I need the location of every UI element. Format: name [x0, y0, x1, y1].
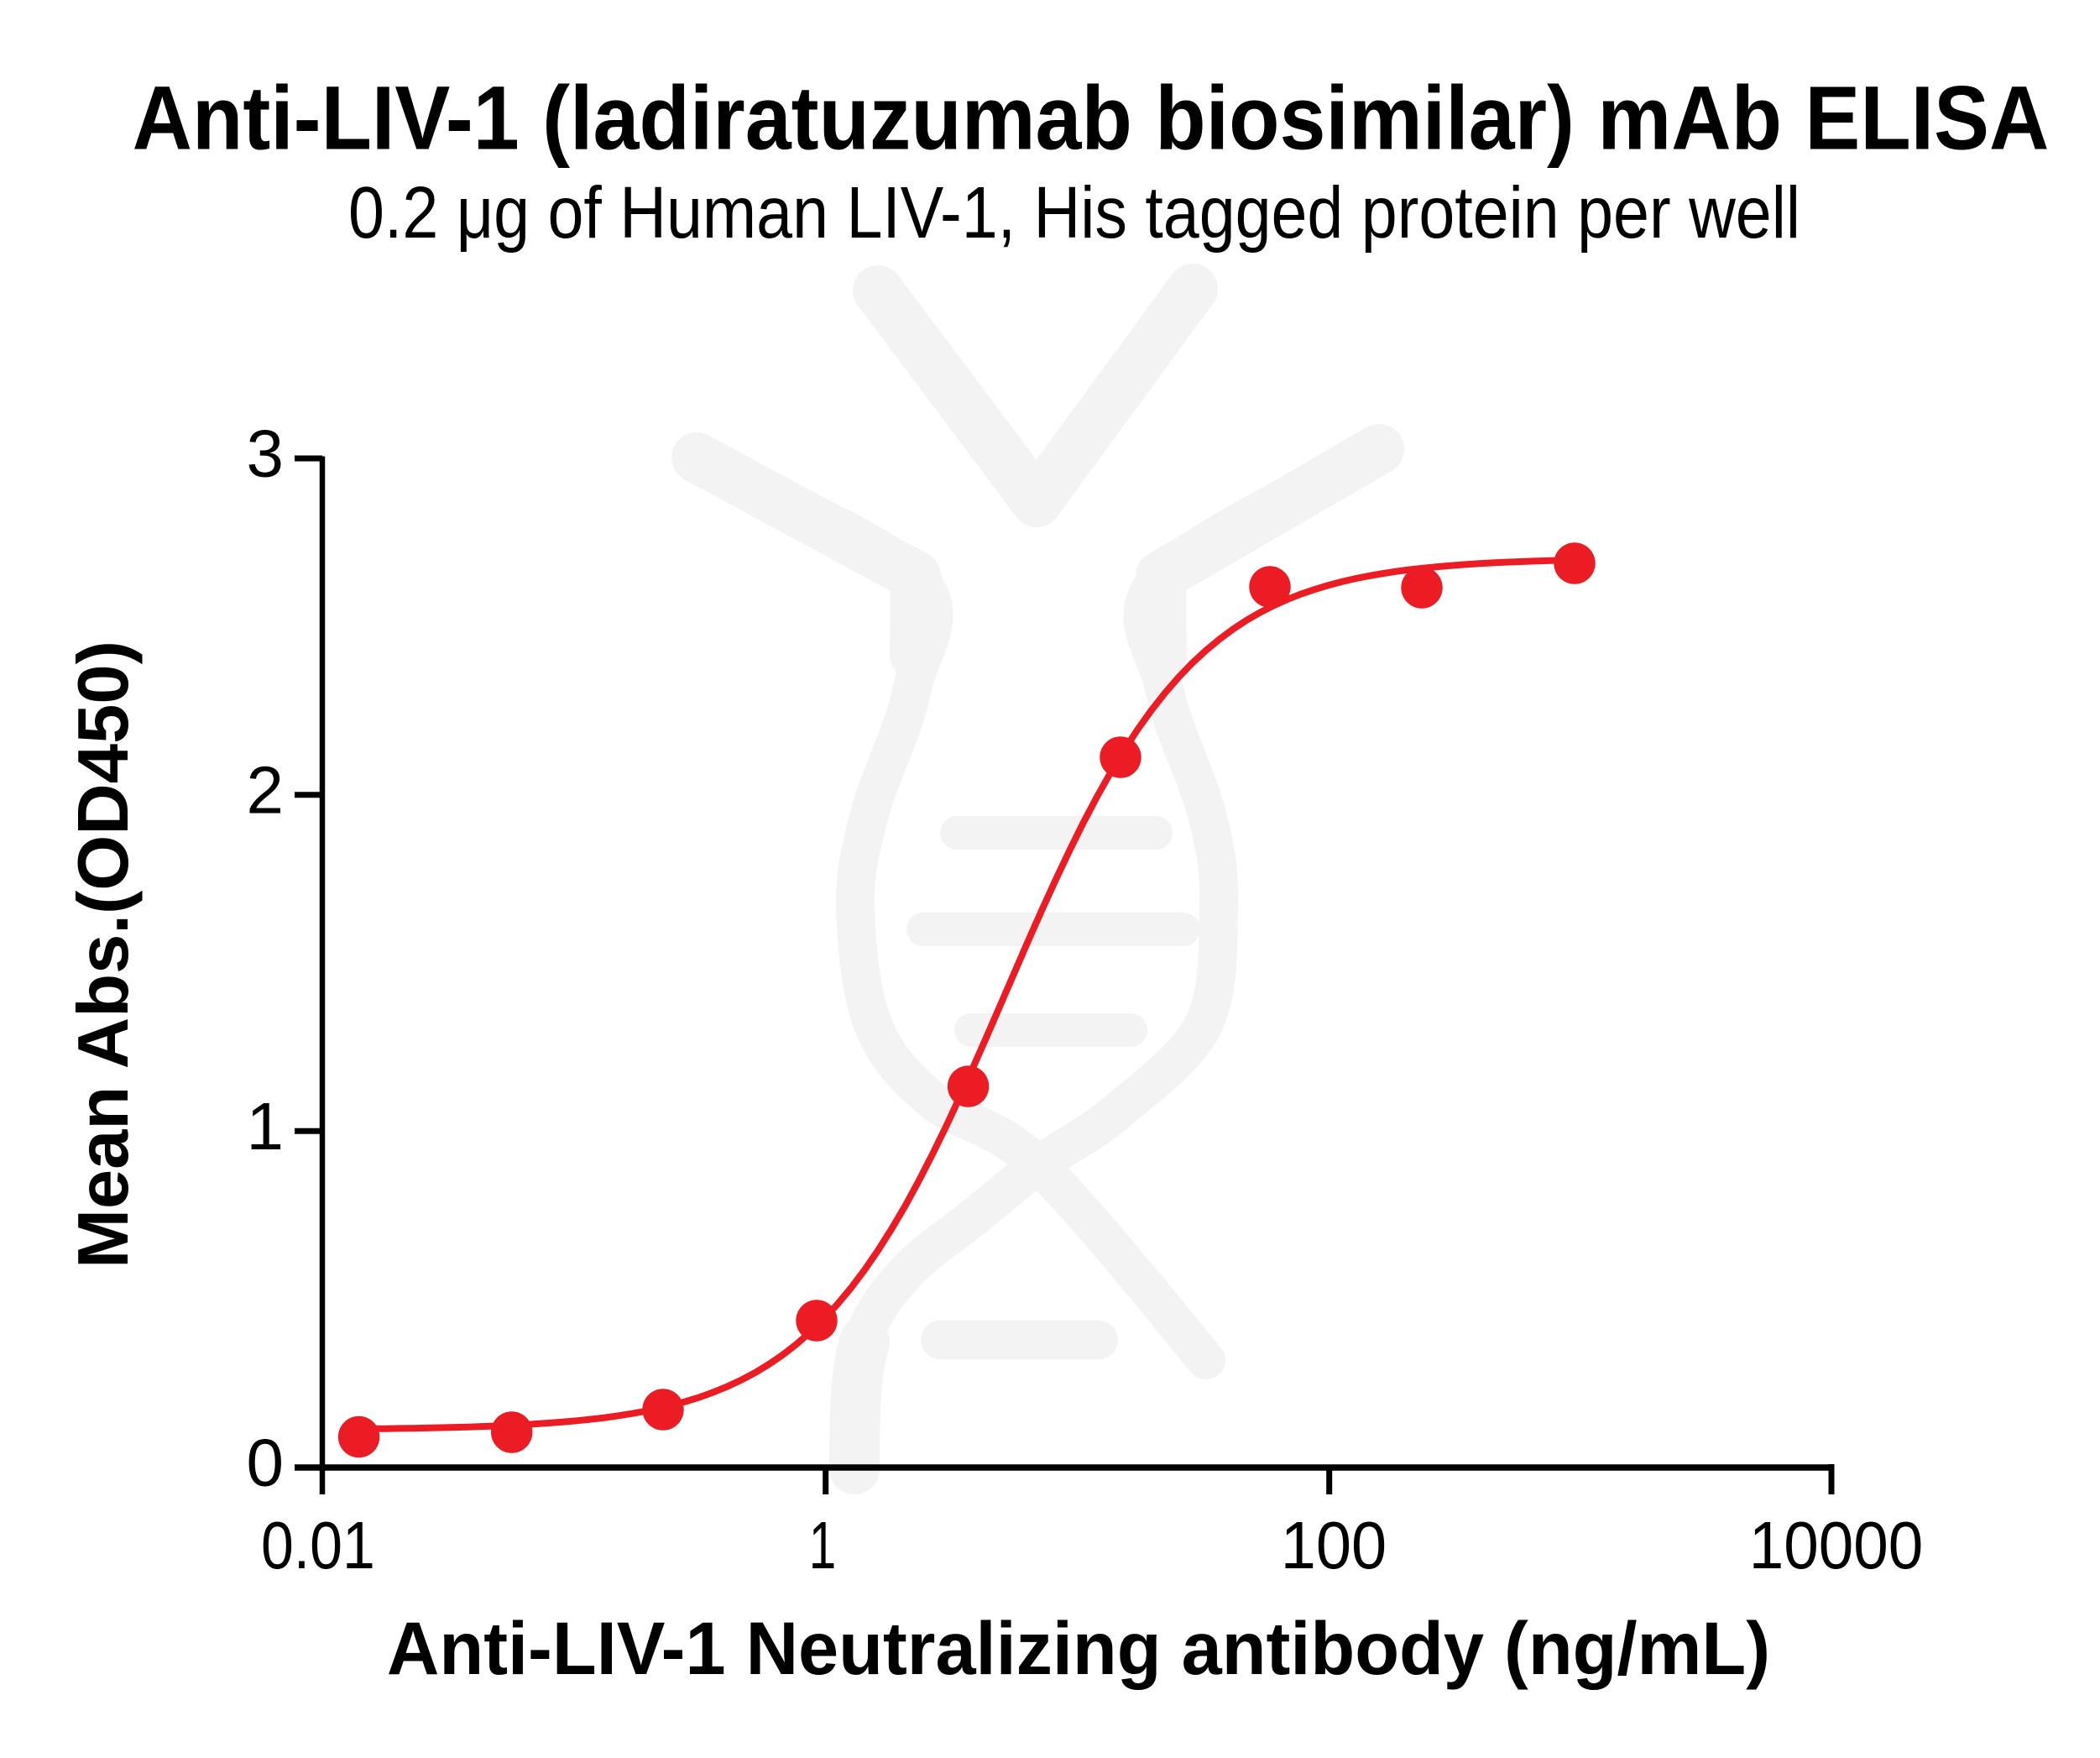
- svg-text:Mean Abs.(OD450): Mean Abs.(OD450): [64, 641, 144, 1269]
- svg-text:Anti-LIV-1 Neutralizing antibo: Anti-LIV-1 Neutralizing antibody (ng/mL): [387, 1607, 1770, 1690]
- svg-text:100: 100: [1281, 1507, 1387, 1583]
- svg-text:10000: 10000: [1749, 1509, 1924, 1583]
- svg-text:3: 3: [247, 416, 285, 491]
- svg-text:Anti-LIV-1 (ladiratuzumab bios: Anti-LIV-1 (ladiratuzumab biosimilar) mA…: [133, 66, 2050, 168]
- svg-text:2: 2: [247, 752, 285, 827]
- svg-text:0.2 μg of Human LIV-1, His tag: 0.2 μg of Human LIV-1, His tagged protei…: [348, 173, 1800, 254]
- svg-text:0: 0: [247, 1426, 285, 1500]
- svg-text:1: 1: [247, 1089, 285, 1164]
- svg-text:1: 1: [809, 1508, 836, 1583]
- svg-text:0.01: 0.01: [261, 1508, 375, 1583]
